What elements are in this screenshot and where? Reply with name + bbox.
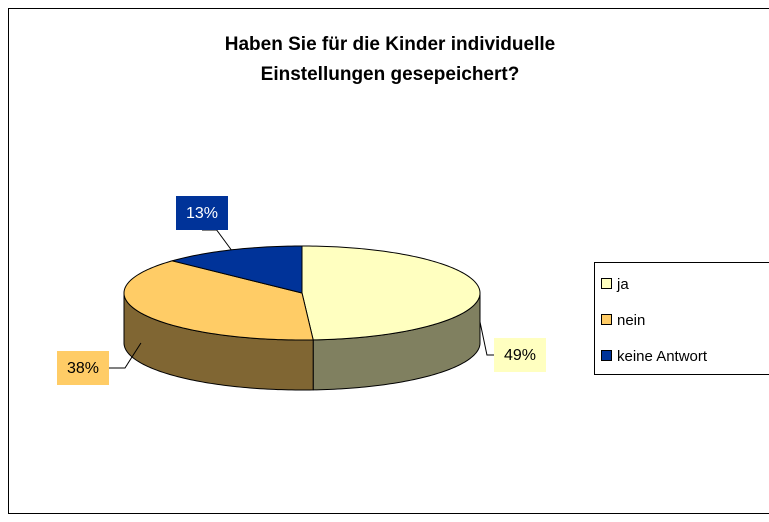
legend-swatch [601, 314, 612, 325]
data-label: 49% [504, 347, 536, 364]
data-label: 13% [186, 205, 218, 222]
pie-slice [301, 245, 481, 341]
chart-title: Einstellungen gesepeichert? [261, 64, 520, 85]
pie-slice [123, 260, 314, 341]
leader-line [479, 321, 494, 356]
legend-label: ja [616, 276, 629, 293]
data-label-box [494, 338, 546, 372]
chart-title: Haben Sie für die Kinder individuelle [225, 34, 555, 55]
data-label-box [57, 351, 109, 385]
legend-swatch [601, 350, 612, 361]
data-label: 38% [67, 360, 99, 377]
leader-line [109, 342, 142, 369]
legend-swatch [601, 278, 612, 289]
legend [594, 262, 769, 375]
legend-label: keine Antwort [617, 348, 708, 365]
data-label-box [176, 196, 228, 230]
legend-label: nein [617, 312, 645, 329]
pie-slice [170, 245, 303, 294]
